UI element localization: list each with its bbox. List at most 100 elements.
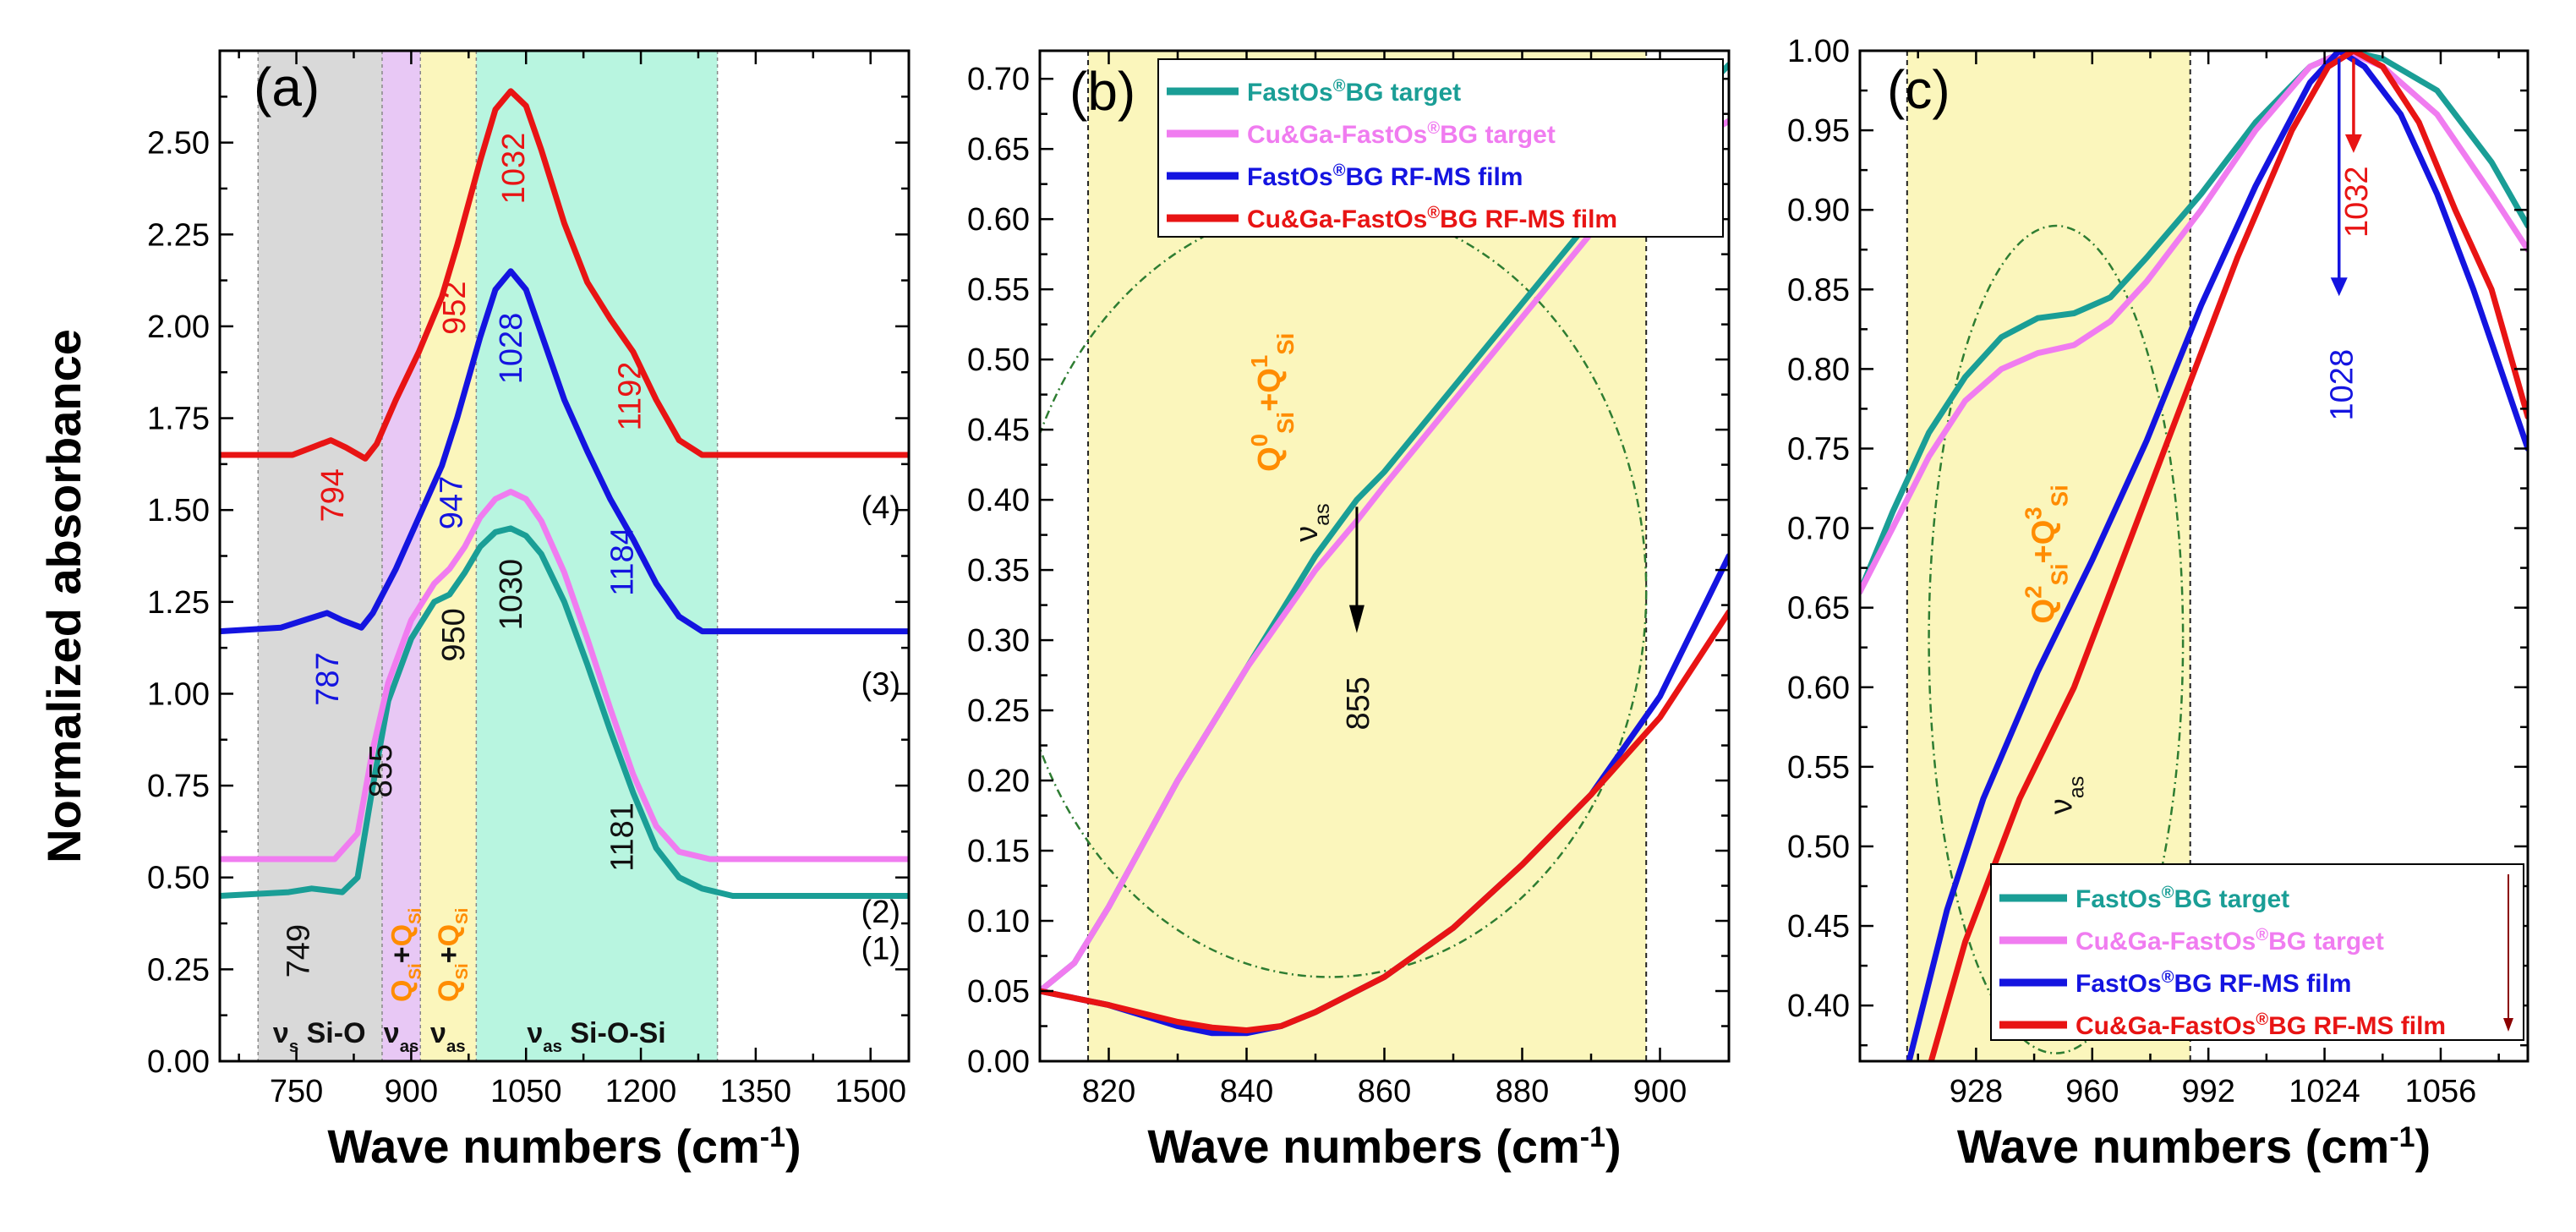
peak-label: 1181 — [604, 802, 640, 872]
panel-label: (a) — [254, 57, 320, 118]
nu-as-label: νas — [2043, 776, 2088, 815]
series-line — [220, 489, 909, 862]
peak-label: 794 — [315, 468, 351, 522]
peak-label: 952 — [437, 281, 473, 334]
y-tick-label: 0.15 — [967, 834, 1030, 869]
x-tick-label: 928 — [1950, 1074, 2003, 1109]
panel-b: 820 840 860 880 900 0.00 0.05 0.10 0.15 0.20 0.25 0… — [967, 49, 1731, 1173]
y-tick-label: 2.00 — [147, 309, 210, 345]
peak-label: 1030 — [494, 559, 529, 631]
y-tick-label: 1.00 — [1787, 34, 1850, 69]
y-tick-label: 0.00 — [967, 1044, 1030, 1080]
y-tick-label: 0.75 — [147, 769, 210, 804]
x-tick-label: 1050 — [490, 1074, 562, 1109]
curve-tag: (3) — [861, 667, 900, 703]
peak-label: 1184 — [604, 527, 640, 596]
legend-label: Cu&Ga-FastOs®BG target — [1247, 119, 1556, 149]
y-tick-label: 0.50 — [147, 861, 210, 896]
y-tick-label: 0.85 — [1787, 272, 1850, 308]
y-tick-label: 1.50 — [147, 493, 210, 528]
x-tick-label: 900 — [385, 1074, 438, 1109]
q0-q1-label: QSi+QSi — [386, 908, 425, 1002]
x-tick-label: 750 — [270, 1074, 323, 1109]
y-tick-label: 0.90 — [1787, 193, 1850, 228]
legend-box — [1990, 863, 2524, 1041]
y-tick-label: 0.30 — [967, 623, 1030, 659]
y-tick-label: 0.70 — [967, 62, 1030, 97]
y-tick-label: 0.80 — [1787, 352, 1850, 387]
legend-label: FastOs®BG RF-MS film — [1247, 162, 1523, 191]
y-tick-label: 0.45 — [1787, 909, 1850, 945]
y-tick-label: 0.05 — [967, 974, 1030, 1010]
region-band — [258, 51, 382, 1061]
x-tick-label: 1500 — [834, 1074, 906, 1109]
legend-label: FastOs®BG target — [1247, 77, 1461, 107]
y-axis-title: Normalized absorbance — [37, 329, 90, 863]
curve-tag: (1) — [861, 931, 900, 966]
q2-q3-label: QSi+QSi — [433, 908, 472, 1002]
y-tick-label: 0.40 — [967, 483, 1030, 518]
legend-box — [1157, 58, 1724, 238]
y-tick-label: 0.70 — [1787, 512, 1850, 547]
x-tick-label: 840 — [1220, 1074, 1273, 1109]
x-tick-label: 960 — [2065, 1074, 2119, 1109]
x-axis-title: Wave numbers (cm-1) — [1957, 1120, 2431, 1173]
peak-label: 947 — [434, 476, 469, 529]
x-axis-title: Wave numbers (cm-1) — [1147, 1120, 1621, 1173]
legend-label: FastOs®BG target — [2076, 884, 2289, 913]
y-tick-label: 0.55 — [1787, 750, 1850, 786]
peak-label: 787 — [310, 652, 346, 705]
x-tick-label: 1200 — [605, 1074, 677, 1109]
nu-as-label: νas — [1289, 503, 1334, 542]
y-tick-label: 0.25 — [147, 952, 210, 988]
peak-label: 749 — [281, 924, 316, 977]
plot-frame — [1858, 49, 2530, 1063]
peak-label: 1028 — [2325, 349, 2360, 421]
legend-label: Cu&Ga-FastOs®BG RF-MS film — [1247, 204, 1617, 233]
y-tick-label: 1.75 — [147, 402, 210, 437]
arrow-head — [1348, 605, 1365, 633]
curve-tag: (2) — [861, 895, 900, 930]
y-tick-label: 0.45 — [967, 413, 1030, 448]
region-label: νas — [384, 1017, 419, 1056]
peak-label: 950 — [436, 608, 472, 661]
x-tick-label: 1024 — [2289, 1074, 2360, 1109]
y-tick-label: 0.60 — [1787, 671, 1850, 706]
peak-label: 1192 — [612, 362, 648, 431]
y-tick-label: 0.10 — [967, 904, 1030, 939]
series-line — [1860, 51, 2528, 595]
series-line — [1906, 51, 2528, 1061]
region-band — [476, 51, 718, 1061]
y-tick-label: 0.95 — [1787, 113, 1850, 149]
y-tick-label: 0.75 — [1787, 431, 1850, 467]
panel-c: 928 960 992 1024 1056 0.40 0.45 0.50 0.55 0.60 0.6… — [1787, 34, 2530, 1173]
series-line — [1860, 51, 2528, 595]
panel-label: (c) — [1887, 59, 1950, 120]
y-tick-label: 0.65 — [1787, 591, 1850, 627]
region-label: νas — [430, 1017, 466, 1056]
q2-q3-label: Q2Si+Q3Si — [2020, 485, 2072, 623]
peak-ellipse — [1928, 224, 2185, 1054]
y-tick-label: 0.20 — [967, 764, 1030, 799]
y-tick-label: 0.65 — [967, 132, 1030, 167]
legend-arrow-head — [2503, 1018, 2513, 1032]
q0-q1-label: Q0Si+Q1Si — [1245, 333, 1298, 472]
peak-label: 1028 — [494, 313, 529, 385]
series-line — [1928, 51, 2528, 1061]
y-tick-label: 2.50 — [147, 126, 210, 162]
x-tick-label: 1056 — [2405, 1074, 2477, 1109]
x-tick-label: 992 — [2181, 1074, 2234, 1109]
y-tick-label: 1.25 — [147, 585, 210, 621]
x-tick-label: 820 — [1082, 1074, 1135, 1109]
y-tick-label: 0.55 — [967, 272, 1030, 308]
series-line — [220, 525, 909, 899]
x-axis-title: Wave numbers (cm-1) — [327, 1120, 801, 1173]
y-tick-label: 0.50 — [967, 342, 1030, 378]
series-line — [220, 88, 909, 462]
y-tick-label: 0.35 — [967, 553, 1030, 589]
peak-label: 1032 — [2339, 167, 2375, 238]
peak-arrow-head — [2344, 134, 2362, 153]
peak-label: 855 — [364, 744, 399, 797]
